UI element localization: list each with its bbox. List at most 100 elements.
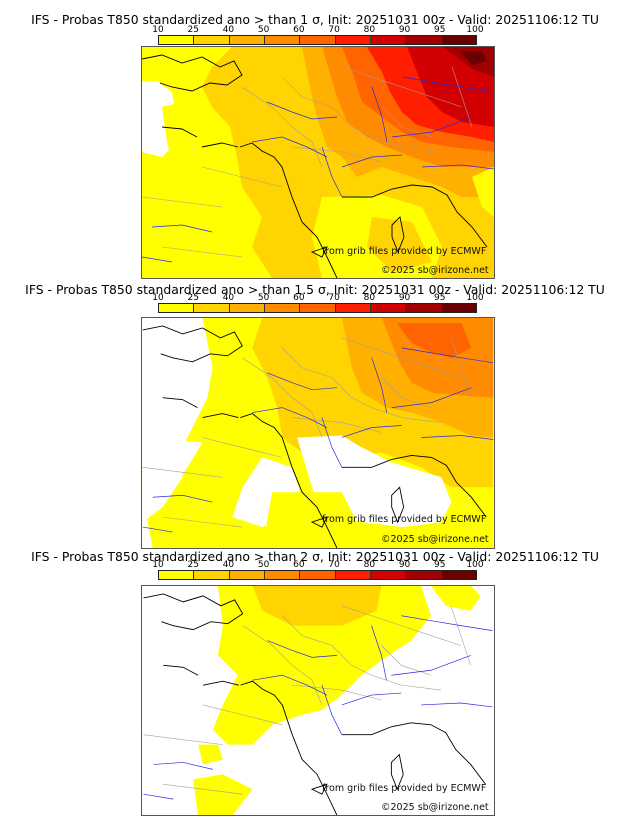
probability-map[interactable]: [141, 585, 495, 816]
prob-field-95: [460, 51, 487, 65]
colorbar-segment: [335, 36, 371, 44]
prob-field-10: [262, 492, 362, 548]
colorbar-segment: [406, 571, 442, 579]
coastline: [143, 593, 486, 815]
colorbar-tick-label: 50: [257, 25, 270, 35]
colorbar-tick-label: 100: [466, 560, 484, 570]
colorbar-segment: [335, 304, 371, 312]
colorbar-ticks: 10 25 40 50 60 70 80 90 95 100: [152, 293, 483, 303]
admin-borders: [143, 605, 471, 795]
prob-field-60: [396, 322, 472, 358]
colorbar-segment: [441, 36, 476, 44]
colorbar: [158, 303, 477, 313]
colorbar-tick-label: 90: [398, 560, 411, 570]
colorbar-tick-label: 90: [398, 25, 411, 35]
panel-1-5sigma: IFS - Probas T850 standardized ano > tha…: [25, 282, 605, 549]
colorbar-segment: [370, 571, 407, 579]
colorbar-tick-label: 60: [293, 293, 305, 303]
colorbar-tick-label: 70: [328, 560, 340, 570]
colorbar-tick-label: 100: [466, 293, 484, 303]
colorbar-tick-label: 80: [363, 25, 376, 35]
admin-borders: [142, 337, 472, 528]
map-canvas: [142, 318, 494, 548]
credit-copyright: ©2025 sb@irizone.net: [381, 265, 489, 276]
prob-field-10: [193, 774, 253, 815]
colorbar-tick-label: 95: [434, 293, 446, 303]
prob-field-25: [252, 586, 382, 626]
colorbar-segment: [229, 304, 265, 312]
credit-source: from grib files provided by ECMWF: [322, 246, 487, 257]
probability-map[interactable]: [141, 317, 495, 549]
colorbar-segment: [370, 304, 407, 312]
colorbar-segment: [406, 36, 442, 44]
colorbar-tick-label: 25: [187, 25, 199, 35]
colorbar-segment: [264, 36, 301, 44]
colorbar-segment: [159, 36, 195, 44]
map-canvas: [143, 586, 493, 815]
credit-copyright: ©2025 sb@irizone.net: [381, 802, 489, 813]
colorbar-tick-label: 25: [187, 560, 199, 570]
colorbar-tick-label: 50: [257, 293, 270, 303]
prob-field-10: [431, 586, 481, 611]
admin-borders: [142, 66, 473, 258]
colorbar-segment: [264, 304, 301, 312]
colorbar-tick-label: 25: [187, 293, 199, 303]
colorbar-segment: [229, 571, 265, 579]
coastline: [142, 54, 488, 278]
colorbar-segment: [229, 36, 265, 44]
colorbar-segment: [300, 571, 336, 579]
colorbar-segment: [159, 304, 195, 312]
panel-title: IFS - Probas T850 standardized ano > tha…: [25, 282, 605, 297]
colorbar-segment: [194, 304, 230, 312]
panel-title: IFS - Probas T850 standardized ano > tha…: [31, 549, 599, 564]
map-canvas: [142, 47, 494, 278]
colorbar-tick-label: 40: [222, 560, 235, 570]
colorbar-segment: [300, 304, 336, 312]
colorbar-tick-label: 10: [152, 25, 164, 35]
colorbar-segment: [441, 304, 476, 312]
colorbar-tick-label: 70: [328, 293, 340, 303]
colorbar-tick-label: 10: [152, 560, 164, 570]
colorbar-tick-label: 60: [293, 560, 305, 570]
colorbar-segment: [159, 571, 195, 579]
credit-source: from grib files provided by ECMWF: [322, 783, 487, 794]
colorbar-segment: [441, 571, 476, 579]
colorbar-tick-label: 95: [434, 560, 446, 570]
no-data-uk-atlantic: [142, 318, 213, 428]
rivers: [142, 347, 494, 533]
prob-field-25: [367, 217, 432, 272]
credit-source: from grib files provided by ECMWF: [322, 514, 487, 525]
colorbar-segment: [264, 571, 301, 579]
rivers: [143, 615, 493, 800]
colorbar-tick-label: 50: [257, 560, 270, 570]
colorbar-tick-label: 40: [222, 25, 235, 35]
colorbar-tick-label: 40: [222, 293, 235, 303]
prob-field-10: [472, 167, 494, 217]
prob-field-10: [198, 744, 223, 765]
colorbar-tick-label: 80: [363, 560, 376, 570]
colorbar-tick-label: 70: [328, 25, 340, 35]
colorbar-segment: [194, 571, 230, 579]
prob-field-10: [162, 102, 187, 162]
colorbar-tick-label: 80: [363, 293, 376, 303]
colorbar-segment: [300, 36, 336, 44]
probability-map[interactable]: [141, 46, 495, 279]
colorbar: [158, 35, 477, 45]
credit-copyright: ©2025 sb@irizone.net: [381, 534, 489, 545]
colorbar-segment: [194, 36, 230, 44]
colorbar-segment: [370, 36, 407, 44]
prob-field-10: [212, 586, 432, 745]
colorbar-tick-label: 95: [434, 25, 446, 35]
colorbar-segment: [406, 304, 442, 312]
colorbar-segment: [335, 571, 371, 579]
panel-1sigma: IFS - Probas T850 standardized ano > tha…: [0, 0, 630, 280]
coastline: [142, 325, 487, 548]
rivers: [142, 76, 494, 263]
colorbar-tick-label: 10: [152, 293, 164, 303]
colorbar-tick-label: 60: [293, 25, 305, 35]
no-data-iberia: [142, 457, 183, 523]
panel-title: IFS - Probas T850 standardized ano > tha…: [31, 12, 599, 27]
colorbar-tick-label: 90: [398, 293, 411, 303]
colorbar-ticks: 10 25 40 50 60 70 80 90 95 100: [152, 25, 483, 35]
